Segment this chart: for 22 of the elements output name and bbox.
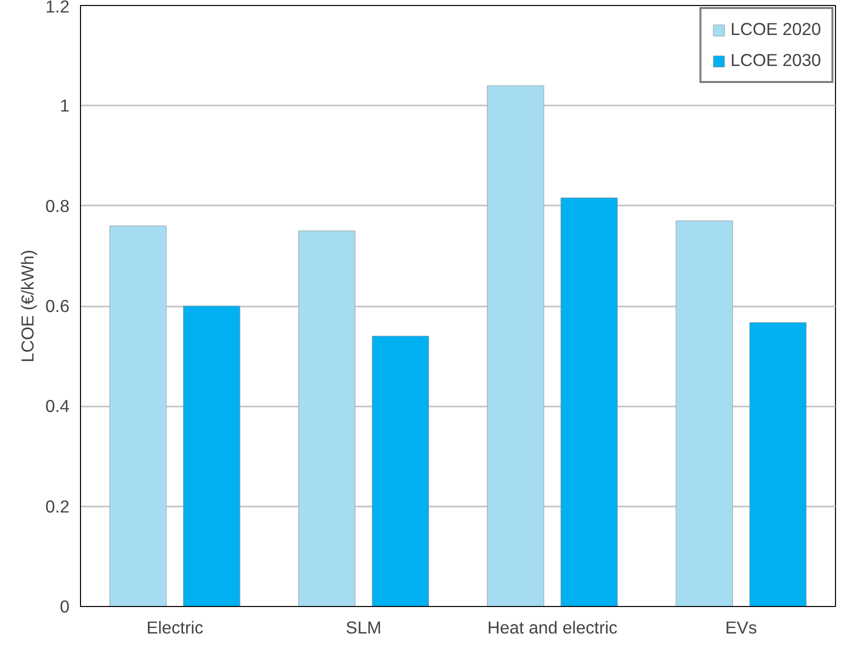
bar (183, 306, 240, 606)
bar (560, 198, 618, 606)
bar (110, 226, 167, 606)
x-tick-label: Electric (146, 618, 204, 638)
legend-label: LCOE 2020 (730, 19, 821, 40)
y-tick-label: 0 (60, 596, 70, 616)
y-tick-label: 0.8 (45, 196, 70, 216)
bar (298, 230, 356, 606)
y-axis-title: LCOE (€/kWh) (17, 250, 38, 362)
legend-label: LCOE 2030 (730, 50, 821, 71)
y-tick-label: 0.4 (45, 396, 70, 416)
bar (676, 220, 733, 606)
y-tick-label: 1.2 (45, 0, 70, 16)
bar (487, 85, 544, 606)
x-tick-label: Heat and electric (487, 618, 618, 638)
x-tick-label: SLM (346, 618, 382, 638)
bar (372, 336, 429, 606)
x-tick-label: EVs (725, 618, 758, 638)
y-tick-label: 0.2 (45, 496, 70, 516)
y-tick-label: 1 (60, 96, 70, 116)
bar (749, 322, 806, 606)
y-tick-label: 0.6 (45, 296, 70, 316)
